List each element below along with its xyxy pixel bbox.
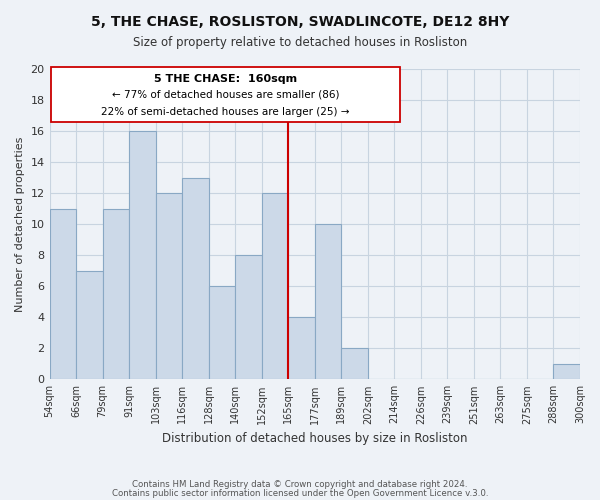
Text: 5 THE CHASE:  160sqm: 5 THE CHASE: 160sqm	[154, 74, 297, 84]
Bar	[76, 270, 103, 380]
Text: 5, THE CHASE, ROSLISTON, SWADLINCOTE, DE12 8HY: 5, THE CHASE, ROSLISTON, SWADLINCOTE, DE…	[91, 15, 509, 29]
Text: 22% of semi-detached houses are larger (25) →: 22% of semi-detached houses are larger (…	[101, 106, 350, 117]
Bar	[129, 131, 155, 380]
Bar	[553, 364, 580, 380]
X-axis label: Distribution of detached houses by size in Rosliston: Distribution of detached houses by size …	[162, 432, 467, 445]
Text: ← 77% of detached houses are smaller (86): ← 77% of detached houses are smaller (86…	[112, 90, 339, 100]
Bar	[182, 178, 209, 380]
Text: Size of property relative to detached houses in Rosliston: Size of property relative to detached ho…	[133, 36, 467, 49]
FancyBboxPatch shape	[51, 66, 400, 122]
Bar	[50, 208, 76, 380]
Text: Contains public sector information licensed under the Open Government Licence v.: Contains public sector information licen…	[112, 489, 488, 498]
Text: Contains HM Land Registry data © Crown copyright and database right 2024.: Contains HM Land Registry data © Crown c…	[132, 480, 468, 489]
Bar	[155, 193, 182, 380]
Bar	[315, 224, 341, 380]
Bar	[262, 193, 288, 380]
Bar	[103, 208, 129, 380]
Bar	[209, 286, 235, 380]
Bar	[235, 255, 262, 380]
Y-axis label: Number of detached properties: Number of detached properties	[15, 136, 25, 312]
Bar	[341, 348, 368, 380]
Bar	[288, 317, 315, 380]
